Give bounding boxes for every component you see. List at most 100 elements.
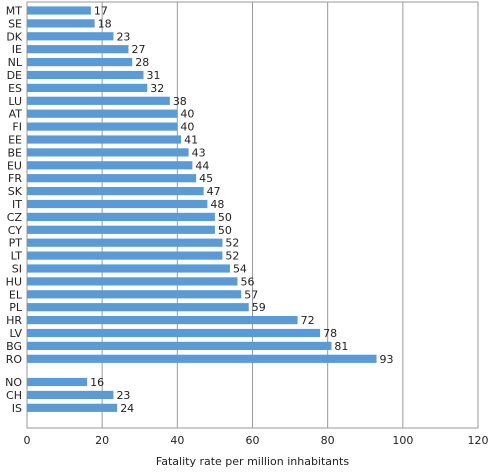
- value-label-EE: 41: [184, 134, 198, 147]
- category-label-PT: PT: [9, 237, 23, 250]
- bar-EE: [27, 135, 182, 144]
- value-label-FR: 45: [199, 172, 213, 185]
- bar-DK: [27, 32, 114, 41]
- bar-NO: [27, 377, 88, 387]
- category-label-SE: SE: [8, 17, 22, 30]
- category-label-EU: EU: [7, 159, 22, 172]
- category-label-CH: CH: [6, 389, 22, 402]
- bar-SE: [27, 19, 95, 28]
- x-tick-label-120: 120: [468, 434, 489, 447]
- value-label-NO: 16: [90, 376, 104, 389]
- category-label-IS: IS: [12, 402, 22, 415]
- value-label-DE: 31: [147, 69, 161, 82]
- x-tick-label-20: 20: [95, 434, 109, 447]
- value-label-EU: 44: [195, 159, 209, 172]
- value-label-LT: 52: [225, 250, 239, 263]
- category-label-CZ: CZ: [7, 211, 23, 224]
- category-label-NO: NO: [5, 376, 22, 389]
- value-label-SI: 54: [233, 263, 247, 276]
- value-label-CY: 50: [218, 224, 232, 237]
- category-label-AT: AT: [9, 108, 23, 121]
- bar-SK: [27, 187, 204, 196]
- bar-FR: [27, 174, 197, 183]
- category-label-LU: LU: [8, 95, 22, 108]
- value-label-HR: 72: [301, 314, 315, 327]
- category-label-DE: DE: [7, 69, 22, 82]
- value-label-IS: 24: [120, 402, 134, 415]
- x-tick-label-60: 60: [246, 434, 260, 447]
- category-label-HU: HU: [6, 275, 22, 288]
- category-label-DK: DK: [6, 30, 22, 43]
- bar-DE: [27, 70, 144, 80]
- value-label-PL: 59: [252, 301, 266, 314]
- x-tick-label-40: 40: [170, 434, 184, 447]
- value-label-FI: 40: [180, 121, 194, 134]
- value-label-SE: 18: [98, 17, 112, 30]
- category-label-PL: PL: [9, 301, 23, 314]
- value-label-LV: 78: [323, 327, 337, 340]
- category-label-LV: LV: [10, 327, 23, 340]
- value-label-IE: 27: [131, 43, 145, 56]
- bar-CZ: [27, 212, 215, 221]
- bar-PT: [27, 238, 223, 247]
- bar-IS: [27, 403, 118, 412]
- value-label-LU: 38: [173, 95, 187, 108]
- x-axis-title: Fatality rate per million inhabitants: [156, 455, 349, 468]
- category-label-ES: ES: [8, 82, 22, 95]
- category-label-IT: IT: [12, 198, 22, 211]
- x-tick-label-100: 100: [392, 434, 413, 447]
- category-label-NL: NL: [8, 56, 23, 69]
- bar-BE: [27, 148, 189, 157]
- bar-EU: [27, 161, 193, 170]
- bar-NL: [27, 58, 133, 67]
- bar-EL: [27, 290, 242, 299]
- bar-IT: [27, 199, 208, 209]
- value-label-IT: 48: [210, 198, 224, 211]
- category-label-EE: EE: [8, 134, 22, 147]
- value-label-SK: 47: [207, 185, 221, 198]
- category-label-BE: BE: [8, 146, 23, 159]
- bar-PL: [27, 303, 249, 312]
- value-label-DK: 23: [116, 30, 130, 43]
- bar-LT: [27, 251, 223, 260]
- x-tick-label-0: 0: [24, 434, 31, 447]
- category-label-IE: IE: [12, 43, 22, 56]
- bar-MT: [27, 6, 91, 15]
- category-label-SK: SK: [8, 185, 23, 198]
- bar-HU: [27, 277, 238, 286]
- value-label-HU: 56: [240, 275, 254, 288]
- value-label-ES: 32: [150, 82, 164, 95]
- category-label-MT: MT: [6, 5, 22, 18]
- value-label-EL: 57: [244, 288, 258, 301]
- category-label-FI: FI: [12, 121, 22, 134]
- category-label-FR: FR: [8, 172, 22, 185]
- value-label-PT: 52: [225, 237, 239, 250]
- bars: [27, 6, 377, 412]
- value-label-AT: 40: [180, 108, 194, 121]
- bar-IE: [27, 45, 129, 54]
- bar-FI: [27, 122, 178, 131]
- bar-SI: [27, 264, 230, 273]
- bar-RO: [27, 354, 377, 363]
- bar-ES: [27, 83, 148, 92]
- value-label-RO: 93: [380, 353, 394, 366]
- value-label-BG: 81: [334, 340, 348, 353]
- bar-BG: [27, 341, 332, 350]
- bar-LV: [27, 328, 321, 338]
- category-label-CY: CY: [8, 224, 22, 237]
- category-label-HR: HR: [6, 314, 22, 327]
- x-axis: 0 20 40 60 80 100 120: [24, 434, 489, 447]
- x-tick-label-80: 80: [321, 434, 335, 447]
- value-label-NL: 28: [135, 56, 149, 69]
- category-label-EL: EL: [9, 288, 23, 301]
- value-label-BE: 43: [192, 146, 206, 159]
- bar-CY: [27, 225, 215, 234]
- category-label-RO: RO: [6, 353, 23, 366]
- labels: MT 17 SE 18 DK 23 IE 27 NL 28 DE 31 ES 32 LU 38 AT 40 FI 40…: [5, 5, 393, 415]
- value-label-MT: 17: [94, 5, 108, 18]
- category-label-LT: LT: [11, 250, 23, 263]
- value-label-CZ: 50: [218, 211, 232, 224]
- bar-LU: [27, 96, 170, 105]
- bar-CH: [27, 390, 114, 400]
